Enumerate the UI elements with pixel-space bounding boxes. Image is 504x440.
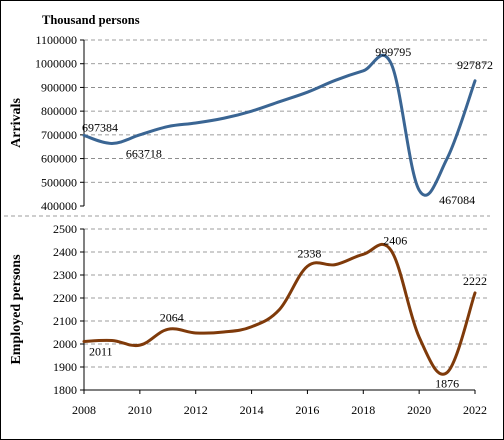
employed-ytick-label: 2000 <box>53 337 77 351</box>
arrivals-series-line <box>82 53 477 197</box>
employed-data-label: 2222 <box>463 274 487 288</box>
arrivals-ytick-label: 1000000 <box>35 57 77 71</box>
employed-ytick-label: 1800 <box>53 383 77 397</box>
arrivals-data-label: 467084 <box>439 193 475 207</box>
arrivals-data-label: 927872 <box>457 58 493 72</box>
employed-axis-title: Employed persons <box>9 254 24 365</box>
arrivals-axis-title: Arrivals <box>9 98 24 148</box>
x-tick-label: 2012 <box>184 403 208 417</box>
x-tick-label: 2016 <box>295 403 319 417</box>
employed-data-label: 2338 <box>297 246 321 260</box>
employed-ytick-label: 2400 <box>53 245 77 259</box>
unit-label: Thousand persons <box>42 13 140 27</box>
arrivals-data-label: 663718 <box>126 146 162 160</box>
employed-data-label: 1876 <box>435 377 459 391</box>
arrivals-ytick-label: 1100000 <box>35 33 77 47</box>
arrivals-ytick-label: 500000 <box>41 175 77 189</box>
employed-ytick-label: 1900 <box>53 360 77 374</box>
employed-data-label: 2011 <box>89 344 113 358</box>
arrivals-panel: 400000 500000 600000 700000 800000 900000 1000… <box>4 33 493 217</box>
arrivals-ytick-label: 600000 <box>41 152 77 166</box>
employed-ytick-label: 2200 <box>53 291 77 305</box>
employed-ytick-label: 2100 <box>53 314 77 328</box>
arrivals-ytick-label: 400000 <box>41 199 77 213</box>
employed-data-label: 2064 <box>160 310 184 324</box>
employed-panel: 1800 1900 2000 2100 2200 2300 2400 2500 Employed… <box>9 222 490 417</box>
x-tick-label: 2010 <box>128 403 152 417</box>
x-tick-label: 2014 <box>240 403 264 417</box>
employed-ytick-label: 2500 <box>53 222 77 236</box>
arrivals-ytick-label: 700000 <box>41 128 77 142</box>
x-tick-label: 2018 <box>351 403 375 417</box>
x-tick-label: 2008 <box>72 403 96 417</box>
employed-series-line <box>82 243 477 376</box>
arrivals-data-label: 999795 <box>375 45 411 59</box>
arrivals-ytick-label: 800000 <box>41 104 77 118</box>
employed-ytick-label: 2300 <box>53 268 77 282</box>
x-tick-label: 2022 <box>463 403 487 417</box>
employed-data-label: 2406 <box>383 234 407 248</box>
x-tick-label: 2020 <box>407 403 431 417</box>
arrivals-data-label: 697384 <box>82 120 118 134</box>
arrivals-ytick-label: 900000 <box>41 80 77 94</box>
